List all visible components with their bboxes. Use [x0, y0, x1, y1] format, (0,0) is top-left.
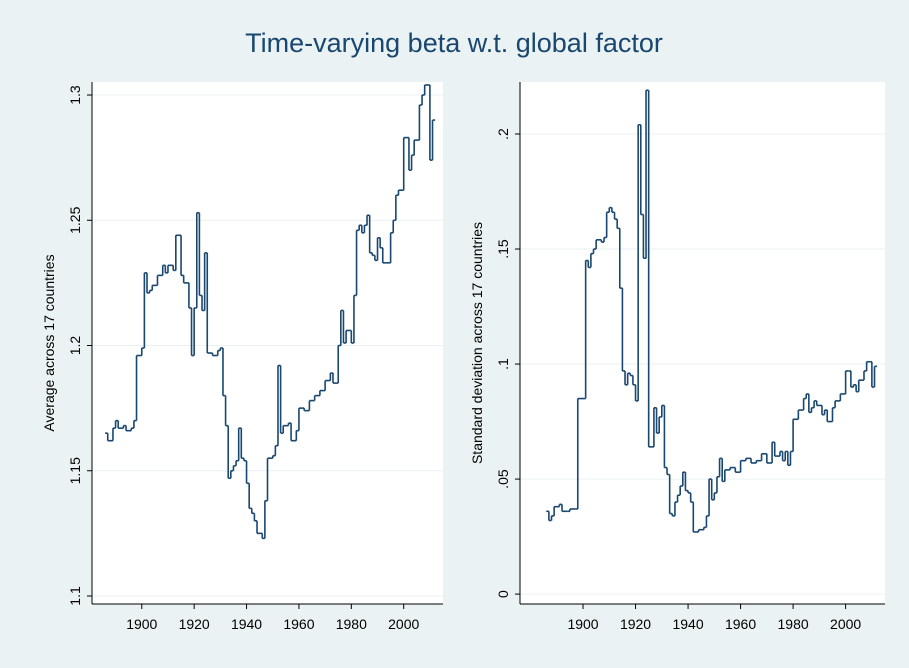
- x-tick-label: 2000: [388, 616, 419, 632]
- x-tick-label: 1980: [336, 616, 367, 632]
- y-tick-label: 1.15: [67, 457, 83, 484]
- plot-area: [520, 82, 885, 604]
- x-tick-label: 1960: [283, 616, 314, 632]
- x-tick-label: 2000: [830, 616, 861, 632]
- x-tick-label: 1920: [179, 616, 210, 632]
- step-riser: [548, 90, 876, 532]
- x-tick-label: 1900: [567, 616, 598, 632]
- x-tick-label: 1940: [231, 616, 262, 632]
- x-tick-label: 1940: [672, 616, 703, 632]
- y-tick-label: .1: [495, 358, 511, 370]
- y-tick-label: .05: [495, 469, 511, 489]
- x-tick-label: 1980: [778, 616, 809, 632]
- y-tick-label: .15: [495, 239, 511, 259]
- y-axis-label: Standard deviation across 17 countries: [469, 222, 485, 464]
- step-riser: [106, 85, 434, 539]
- y-tick-label: 1.25: [67, 206, 83, 233]
- y-tick-label: 1.3: [67, 85, 83, 105]
- x-tick-label: 1960: [725, 616, 756, 632]
- y-tick-label: 1.2: [67, 336, 83, 356]
- x-tick-label: 1900: [126, 616, 157, 632]
- y-axis-label: Average across 17 countries: [41, 254, 57, 431]
- y-tick-label: .2: [495, 128, 511, 140]
- chart-title: Time-varying beta w.t. global factor: [245, 28, 663, 58]
- y-tick-label: 0: [495, 590, 511, 598]
- y-tick-label: 1.1: [67, 586, 83, 606]
- plot-area: [92, 82, 443, 604]
- x-tick-label: 1920: [620, 616, 651, 632]
